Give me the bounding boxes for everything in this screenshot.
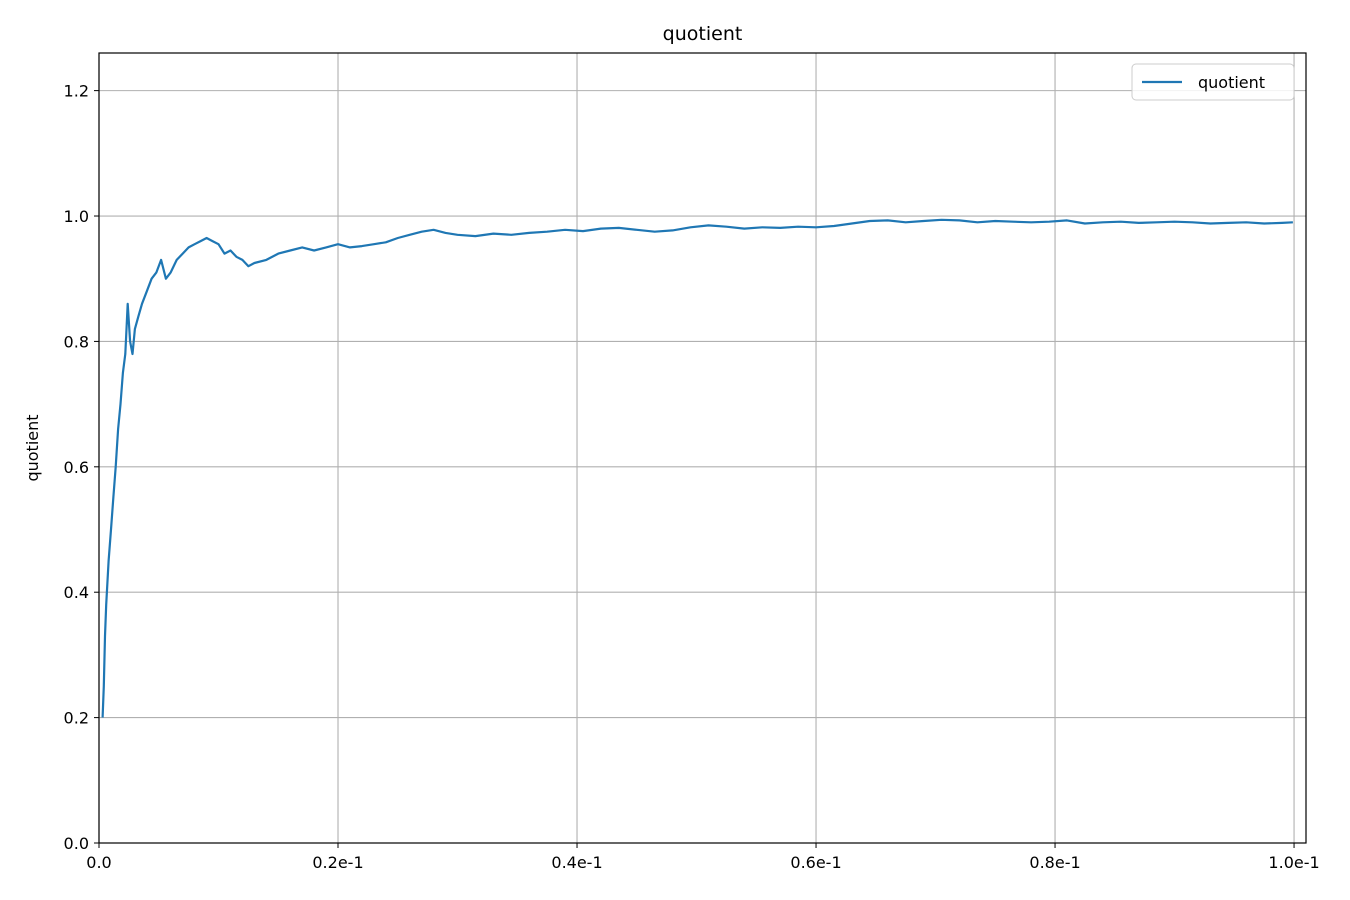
x-axis: 0.0 0.2e-1 0.4e-1 0.6e-1 0.8e-1 1.0e-1 (86, 843, 1320, 872)
y-axis: 0.0 0.2 0.4 0.6 0.8 1.0 1.2 (64, 82, 99, 853)
series-layer (101, 218, 1293, 718)
legend-label: quotient (1198, 73, 1265, 92)
grid (98, 53, 1306, 844)
y-tick-label: 0.4 (64, 583, 89, 602)
x-tick-label: 0.6e-1 (790, 853, 841, 872)
x-tick-label: 0.2e-1 (312, 853, 363, 872)
x-tick-label: 0.8e-1 (1029, 853, 1080, 872)
y-tick-label: 0.6 (64, 458, 89, 477)
y-tick-label: 0.0 (64, 834, 89, 853)
x-tick-label: 0.0 (86, 853, 111, 872)
y-tick-label: 1.0 (64, 207, 89, 226)
series-line-quotient (101, 218, 1293, 718)
y-tick-label: 1.2 (64, 82, 89, 101)
chart-title: quotient (663, 23, 743, 45)
plot-frame (98, 52, 1307, 844)
legend-box (1131, 63, 1295, 101)
x-tick-label: 0.4e-1 (551, 853, 602, 872)
y-tick-label: 0.8 (64, 332, 89, 351)
x-tick-label: 1.0e-1 (1268, 853, 1319, 872)
y-tick-label: 0.2 (64, 709, 89, 728)
y-axis-label: quotient (23, 414, 42, 481)
legend: quotient (1131, 63, 1295, 101)
